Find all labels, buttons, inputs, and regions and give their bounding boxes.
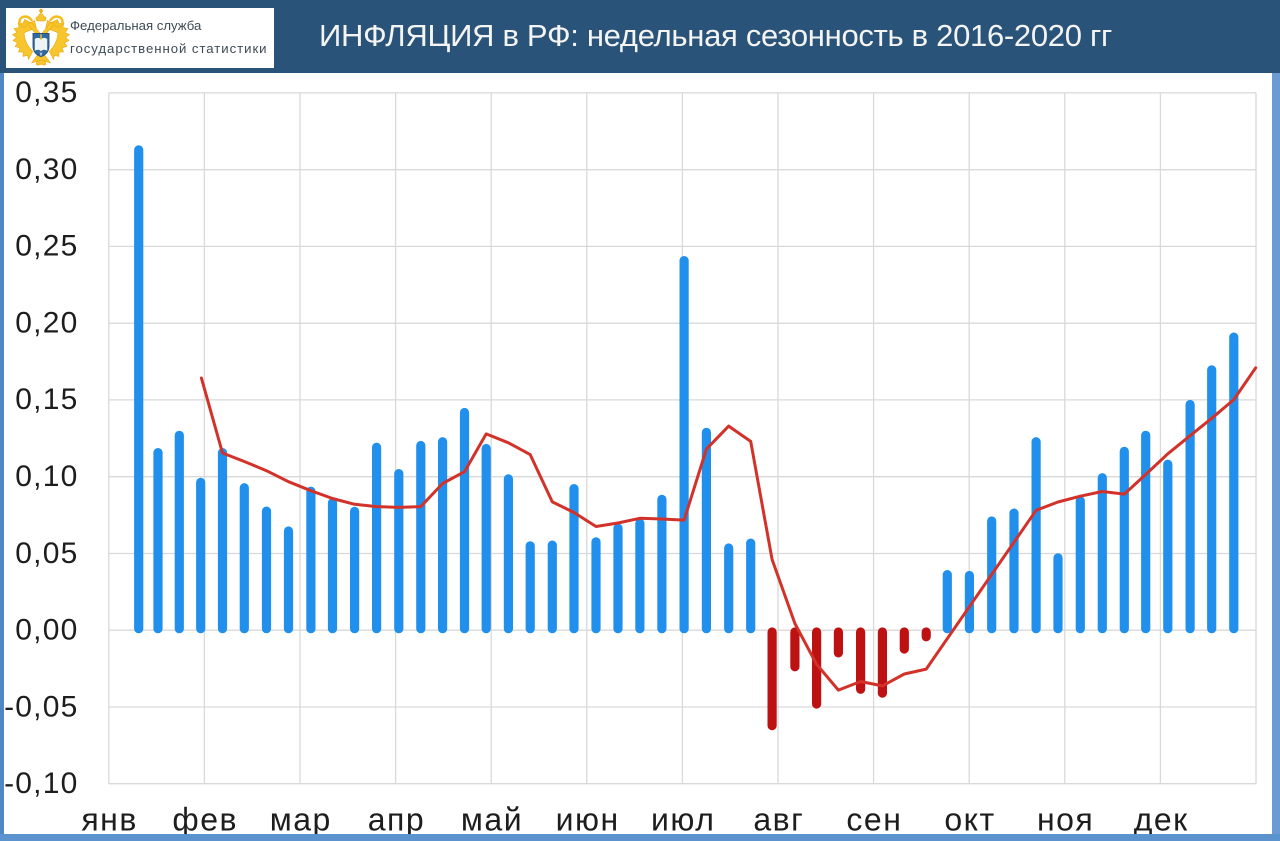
svg-text:авг: авг [753,802,804,838]
svg-text:ноя: ноя [1037,802,1094,838]
svg-text:июн: июн [556,802,620,838]
svg-text:0,25: 0,25 [15,230,78,263]
svg-text:янв: янв [81,802,138,838]
svg-text:июл: июл [651,802,715,838]
svg-text:-0,10: -0,10 [4,767,78,800]
svg-text:окт: окт [944,802,995,838]
svg-text:сен: сен [846,802,902,838]
svg-text:0,15: 0,15 [15,383,78,416]
svg-text:0,10: 0,10 [15,460,78,493]
svg-text:-0,05: -0,05 [4,690,78,723]
svg-text:0,35: 0,35 [15,76,78,109]
svg-text:0,20: 0,20 [15,307,78,340]
svg-text:0,30: 0,30 [15,153,78,186]
svg-text:мар: мар [270,802,332,838]
svg-text:апр: апр [368,802,425,838]
svg-text:дек: дек [1134,802,1189,838]
svg-text:май: май [461,802,523,838]
svg-text:0,00: 0,00 [15,614,78,647]
svg-text:0,05: 0,05 [15,537,78,570]
svg-text:фев: фев [172,802,238,838]
